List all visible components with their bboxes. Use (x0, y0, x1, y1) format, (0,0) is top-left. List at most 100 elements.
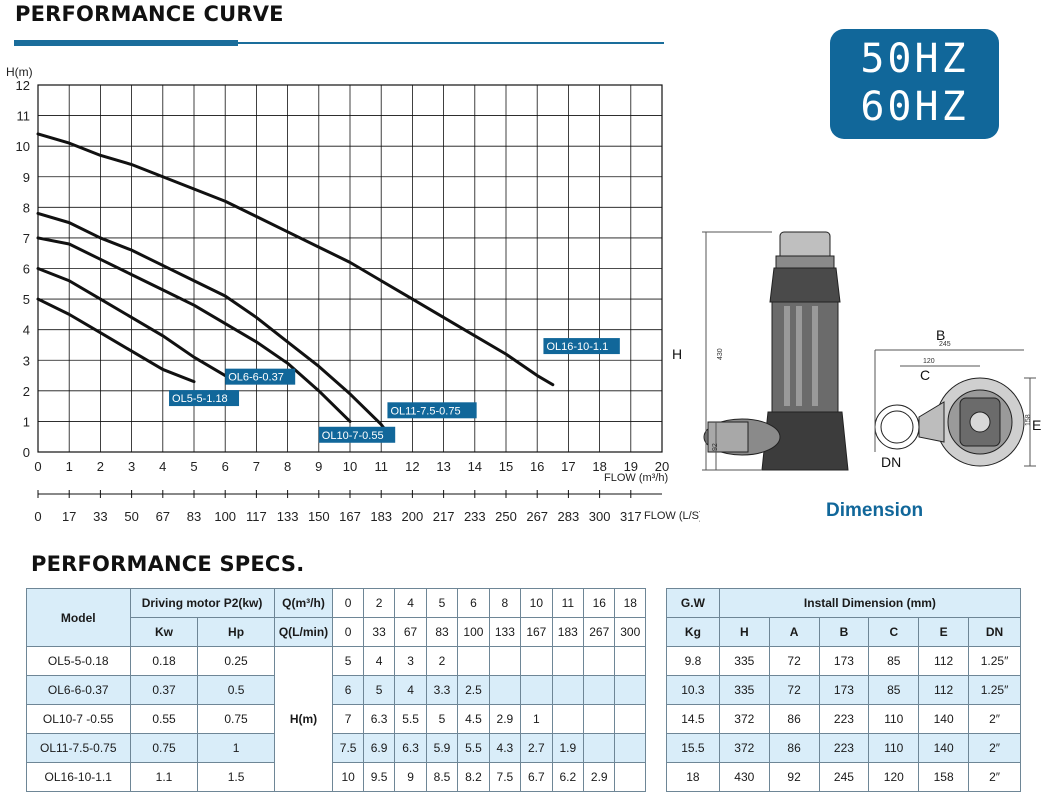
h-value-cell: 9 (394, 762, 427, 792)
q-m3h-cell: 6 (457, 588, 490, 618)
series-label: OL5-5-1.18 (169, 390, 240, 407)
chart-curves (36, 132, 555, 439)
chart-grid (37, 84, 663, 453)
x2-tick-label: 233 (464, 509, 486, 524)
x2-tick-label: 67 (156, 509, 170, 524)
x-tick-label: 4 (159, 459, 166, 474)
h-value-cell (551, 675, 585, 705)
x2-tick-label: 167 (339, 509, 361, 524)
performance-specs-table: Model Driving motor P2(kw) Q(m³/h) 0 2 4… (26, 588, 646, 792)
col-c: C (868, 617, 920, 647)
install-dim-cell: 430 (718, 762, 770, 792)
q-lmin-cell: 183 (551, 617, 585, 647)
y-axis-label: H(m) (6, 65, 33, 79)
table-row: OL5-5-0.18 0.18 0.25 H(m) 5 4 3 2 (26, 646, 646, 792)
h-value-cell (614, 704, 646, 734)
install-dim-cell: 112 (918, 646, 970, 676)
q-m3h-cell: 0 (332, 588, 364, 618)
h-value-cell: 3 (394, 646, 427, 676)
table-row: 10.3 335 72 173 85 112 1.25″ (666, 675, 1021, 705)
series-label-text: OL5-5-1.18 (172, 393, 228, 405)
y-tick-label: 1 (23, 414, 30, 429)
series-label: OL10-7-0.55 (318, 426, 396, 443)
q-lmin-cell: 83 (425, 617, 459, 647)
q-m3h-cell: 10 (520, 588, 553, 618)
install-dimension-table: G.W Install Dimension (mm) Kg H A B C E … (666, 588, 1022, 792)
series-line (36, 297, 196, 384)
x-tick-label: 1 (66, 459, 73, 474)
h-value-cell: 2.5 (457, 675, 490, 705)
col-kw: Kw (129, 617, 199, 647)
series-label-bg (318, 426, 396, 443)
install-dim-cell: 110 (868, 733, 920, 763)
col-dn: DN (968, 617, 1021, 647)
kw-cell: 0.37 (129, 675, 199, 705)
x-axis-label: FLOW (m³/h) (604, 472, 668, 484)
model-cell: OL11-7.5-0.75 (26, 733, 131, 763)
series-label-text: OL10-7-0.55 (322, 430, 384, 442)
kw-cell: 1.1 (129, 762, 199, 792)
kg-cell: 10.3 (666, 675, 720, 705)
col-a: A (768, 617, 820, 647)
h-value-cell (583, 675, 616, 705)
dim-label-dn: DN (881, 454, 901, 470)
install-dim-cell: 112 (918, 675, 970, 705)
dim-value-h-total: 430 (717, 348, 724, 360)
h-value-cell (583, 704, 616, 734)
h-value-cell: 7 (332, 704, 364, 734)
h-value-cell: 4 (394, 675, 427, 705)
h-value-cell: 7.5 (488, 762, 522, 792)
table-row: 15.5 372 86 223 110 140 2″ (666, 733, 1021, 763)
h-value-cell (488, 646, 522, 676)
x2-tick-label: 33 (93, 509, 107, 524)
install-dim-cell: 140 (918, 733, 970, 763)
h-value-cell: 6.7 (520, 762, 553, 792)
h-value-cell: 8.2 (457, 762, 490, 792)
hz-60-label: 60HZ (860, 84, 969, 130)
x2-tick-label: 317 (620, 509, 642, 524)
series-label-bg (543, 338, 620, 355)
h-value-cell (614, 675, 646, 705)
col-gw: G.W (666, 588, 720, 618)
x-tick-label: 2 (97, 459, 104, 474)
kg-cell: 15.5 (666, 733, 720, 763)
h-value-cell (457, 646, 490, 676)
h-value-cell: 5.9 (425, 733, 459, 763)
h-value-cell (520, 675, 553, 705)
h-value-cell: 10 (332, 762, 364, 792)
series-line (36, 211, 393, 439)
col-h: H (718, 617, 770, 647)
x2-tick-label: 267 (526, 509, 548, 524)
dim-value-c: 120 (923, 358, 935, 365)
install-dim-cell: 92 (768, 762, 820, 792)
install-dim-cell: 2″ (968, 733, 1021, 763)
x-tick-label: 14 (468, 459, 482, 474)
install-dim-cell: 120 (868, 762, 920, 792)
h-value-cell: 6.3 (394, 733, 427, 763)
h-value-cell: 5 (332, 646, 364, 676)
install-dim-cell: 110 (868, 704, 920, 734)
x-tick-label: 11 (374, 459, 388, 474)
x2-tick-label: 183 (370, 509, 392, 524)
y-tick-label: 12 (16, 78, 30, 93)
x-tick-label: 0 (34, 459, 41, 474)
table-row: OL11-7.5-0.75 0.75 1 7.5 6.9 6.3 5.9 5.5 4.3 2.7 1… (26, 733, 646, 763)
x2-tick-label: 100 (214, 509, 236, 524)
series-label-text: OL16-10-1.1 (546, 341, 608, 353)
y-tick-label: 5 (23, 292, 30, 307)
col-kg: Kg (666, 617, 720, 647)
h-value-cell: 1.9 (551, 733, 585, 763)
kw-cell: 0.55 (129, 704, 199, 734)
dim-label-e: E (1032, 417, 1041, 433)
y-tick-label: 4 (23, 323, 30, 338)
h-value-cell: 4.5 (457, 704, 490, 734)
x-tick-label: 19 (624, 459, 638, 474)
kg-cell: 14.5 (666, 704, 720, 734)
install-dim-cell: 2″ (968, 704, 1021, 734)
install-dim-cell: 223 (818, 733, 870, 763)
table-row: 14.5 372 86 223 110 140 2″ (666, 704, 1021, 734)
q-lmin-cell: 33 (362, 617, 396, 647)
y-tick-label: 2 (23, 384, 30, 399)
